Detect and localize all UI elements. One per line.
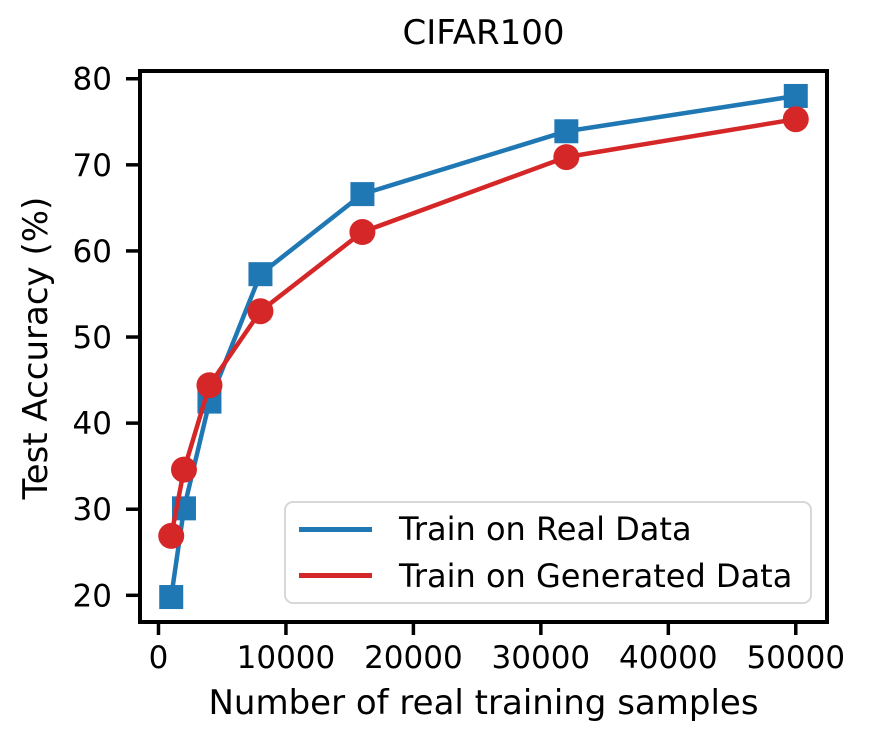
series-marker-circle-generated (158, 522, 185, 549)
series-marker-square-real (554, 119, 579, 144)
x-axis-label: Number of real training samples (208, 683, 759, 723)
series-marker-square-real (350, 182, 375, 207)
y-axis-tick-label: 70 (73, 148, 112, 184)
x-axis-tick-label: 50000 (746, 640, 845, 676)
series-line-generated (168, 116, 799, 539)
legend-label-generated: Train on Generated Data (399, 556, 793, 595)
y-axis-tick-label: 50 (73, 320, 112, 356)
series-marker-square-real (248, 262, 273, 287)
series-marker-square-real (159, 585, 184, 610)
x-axis-tick-label: 0 (149, 640, 169, 676)
series-marker-circle-generated (170, 456, 197, 483)
series-marker-circle-generated (247, 298, 274, 325)
series-marker-circle-generated (349, 218, 376, 245)
legend-item-real: Train on Real Data (286, 507, 810, 551)
legend-item-generated: Train on Generated Data (286, 554, 810, 598)
x-axis-tick-label: 40000 (619, 640, 718, 676)
series-marker-circle-generated (196, 372, 223, 399)
plot-border (138, 69, 829, 624)
y-axis-tick-label: 60 (73, 234, 112, 270)
y-axis-tick-label: 40 (73, 406, 112, 442)
y-axis-tick-label: 20 (73, 578, 112, 614)
chart-title: CIFAR100 (402, 13, 565, 53)
legend-line-real-swatch (299, 526, 372, 532)
y-axis-label: Test Accuracy (%) (16, 196, 56, 500)
y-axis-tick-label: 80 (73, 62, 112, 98)
series-marker-square-real (783, 83, 808, 108)
series-marker-circle-generated (782, 106, 809, 133)
legend-label-real: Train on Real Data (399, 510, 692, 549)
x-axis-tick-label: 20000 (364, 640, 463, 676)
legend-line-generated-swatch (299, 573, 372, 579)
legend: Train on Real Data Train on Generated Da… (284, 501, 812, 604)
x-axis-tick-label: 30000 (492, 640, 591, 676)
y-axis-tick-label: 30 (73, 492, 112, 528)
series-marker-circle-generated (553, 144, 580, 171)
x-axis-tick-label: 10000 (237, 640, 336, 676)
